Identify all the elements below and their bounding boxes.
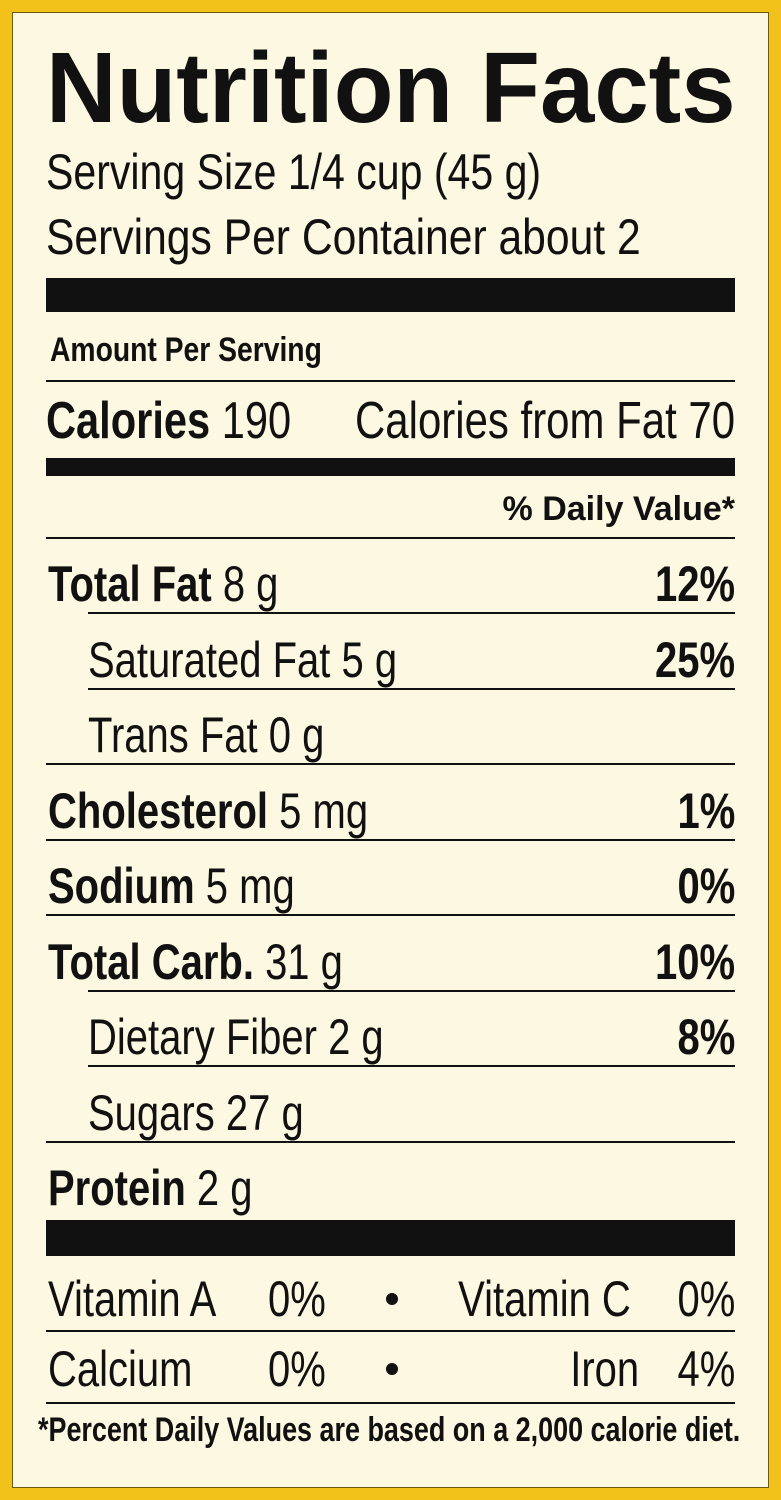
calories-row: Calories 190 xyxy=(46,395,291,447)
vitamin-name: Iron xyxy=(570,1341,639,1397)
nutrient-name: Cholesterol xyxy=(48,782,269,839)
calories-label: Calories xyxy=(46,392,211,450)
thick-bar xyxy=(46,1220,735,1256)
nutrient-name: Trans Fat xyxy=(88,707,258,763)
nutrient-label: Sodium 5 mg xyxy=(48,861,295,911)
rule xyxy=(46,1402,735,1404)
calories-from-fat: Calories from Fat 70 xyxy=(354,392,735,450)
vitamin-value: 4% xyxy=(677,1341,735,1397)
nutrient-amount: 27 g xyxy=(225,1084,304,1141)
daily-value: 10% xyxy=(654,933,735,990)
nutrient-amount: 2 g xyxy=(196,1160,253,1216)
nutrient-amount: 2 g xyxy=(328,1009,384,1065)
nutrient-amount: 5 mg xyxy=(279,782,369,839)
daily-value: 8% xyxy=(677,1009,735,1065)
rule xyxy=(46,1330,735,1332)
nutrient-label: Total Fat 8 g xyxy=(48,559,278,609)
nutrient-label: Protein 2 g xyxy=(48,1163,253,1213)
nutrient-amount: 8 g xyxy=(222,556,279,612)
nutrient-amount: 31 g xyxy=(265,933,343,990)
daily-value: 12% xyxy=(654,556,735,612)
rule xyxy=(88,687,735,690)
daily-value: 1% xyxy=(677,782,735,839)
rule xyxy=(88,612,735,614)
nutrient-label: Sugars 27 g xyxy=(88,1088,304,1138)
vitamin-value: 0% xyxy=(268,1341,326,1397)
nutrient-name: Sodium xyxy=(48,858,195,914)
thick-bar xyxy=(46,278,735,312)
serving-size: Serving Size 1/4 cup (45 g) xyxy=(46,144,542,200)
rule xyxy=(46,1140,735,1143)
bullet xyxy=(386,1293,398,1305)
nutrient-label: Dietary Fiber 2 g xyxy=(88,1012,384,1062)
vitamin-name: Vitamin C xyxy=(458,1271,631,1327)
rule xyxy=(88,989,735,992)
rule xyxy=(46,838,735,841)
calories-value: 190 xyxy=(221,392,292,450)
medium-bar xyxy=(46,458,735,476)
daily-value-header: % Daily Value* xyxy=(502,490,735,528)
daily-value: 0% xyxy=(677,858,735,914)
daily-value: 25% xyxy=(654,631,735,688)
footnote: *Percent Daily Values are based on a 2,0… xyxy=(38,1411,741,1449)
title: Nutrition Facts xyxy=(46,32,736,144)
servings-per-container: Servings Per Container about 2 xyxy=(46,209,641,265)
nutrient-amount: 0 g xyxy=(268,707,325,763)
rule xyxy=(46,380,735,382)
nutrient-name: Total Carb. xyxy=(48,933,254,990)
nutrient-name: Saturated Fat xyxy=(88,631,331,688)
amount-per-serving: Amount Per Serving xyxy=(50,331,322,369)
rule xyxy=(46,537,735,539)
bullet xyxy=(386,1363,398,1375)
rule xyxy=(46,763,735,765)
rule xyxy=(46,914,735,916)
nutrient-name: Dietary Fiber xyxy=(88,1009,317,1065)
nutrient-label: Saturated Fat 5 g xyxy=(88,635,397,685)
nutrient-name: Total Fat xyxy=(48,556,212,612)
nutrient-label: Total Carb. 31 g xyxy=(48,937,343,987)
nutrient-amount: 5 g xyxy=(341,631,398,688)
vitamin-name: Calcium xyxy=(48,1341,193,1397)
rule xyxy=(88,1065,735,1067)
vitamin-value: 0% xyxy=(268,1271,326,1327)
nutrient-name: Sugars xyxy=(88,1084,215,1141)
nutrient-amount: 5 mg xyxy=(205,858,295,914)
vitamin-name: Vitamin A xyxy=(48,1271,217,1327)
nutrient-name: Protein xyxy=(48,1160,186,1216)
nutrient-label: Cholesterol 5 mg xyxy=(48,786,368,836)
vitamin-value: 0% xyxy=(677,1271,735,1327)
nutrient-label: Trans Fat 0 g xyxy=(88,710,324,760)
